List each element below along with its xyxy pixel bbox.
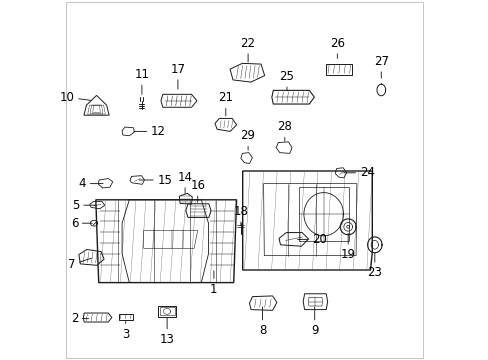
Text: 28: 28 — [277, 120, 292, 141]
Text: 14: 14 — [177, 171, 192, 193]
Text: 27: 27 — [373, 55, 388, 78]
Text: 1: 1 — [210, 271, 217, 296]
Text: 15: 15 — [139, 174, 172, 186]
Text: 18: 18 — [233, 205, 248, 226]
Text: 8: 8 — [258, 307, 265, 337]
Text: 7: 7 — [68, 258, 91, 271]
Text: 3: 3 — [122, 321, 129, 341]
Text: 25: 25 — [279, 70, 294, 91]
Text: 12: 12 — [134, 125, 165, 138]
Text: 22: 22 — [240, 37, 255, 62]
Text: 29: 29 — [240, 129, 255, 150]
Text: 5: 5 — [72, 199, 96, 212]
Text: 9: 9 — [310, 307, 318, 337]
Text: 17: 17 — [170, 63, 185, 89]
Text: 11: 11 — [134, 68, 149, 94]
Text: 20: 20 — [297, 233, 326, 246]
Text: 24: 24 — [343, 166, 374, 179]
Text: 6: 6 — [71, 217, 92, 230]
Text: 2: 2 — [71, 312, 88, 325]
Text: 19: 19 — [340, 233, 355, 261]
Text: 26: 26 — [329, 37, 344, 58]
Text: 21: 21 — [218, 91, 233, 116]
Text: 23: 23 — [366, 253, 382, 279]
Text: 13: 13 — [160, 318, 174, 346]
Text: 10: 10 — [60, 91, 91, 104]
Text: 4: 4 — [79, 177, 103, 190]
Text: 16: 16 — [190, 179, 205, 202]
